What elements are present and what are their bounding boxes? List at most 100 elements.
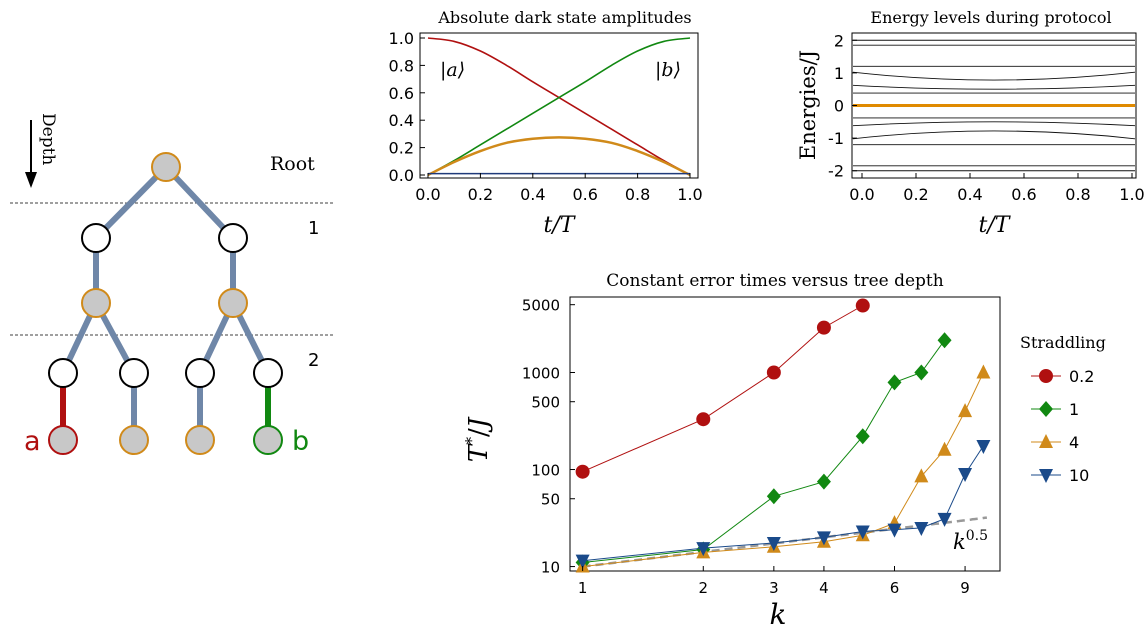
reference-label-exponent: 0.5 [966,528,988,544]
x-tick-label: 1.0 [1119,185,1144,204]
energy-y-label: Energies/J [796,50,820,160]
triangle-up-marker [976,364,991,379]
energy-level-line [852,130,1136,140]
x-tick-label: 0.2 [903,185,928,204]
tree-node [218,223,248,253]
energy-level-line [852,121,1136,127]
legend-label: 0.2 [1069,367,1094,386]
x-tick-label: 0.6 [572,185,597,204]
x-tick-label: 0.4 [957,185,982,204]
series-line [582,445,984,562]
y-tick-label: -2 [828,162,844,181]
time-chart: Constant error times versus tree depth 1… [462,271,1106,630]
amplitude-series-line [427,37,691,176]
root-node [151,152,181,182]
x-tick-label: 9 [960,579,970,597]
x-tick-label: 0.0 [415,185,440,204]
triangle-up-marker [958,403,973,418]
y-tick-label: 2 [834,31,844,50]
y-tick-label: 1 [834,64,844,83]
diamond-marker [1039,401,1053,417]
tree-node [253,358,283,388]
y-tick-label: 50 [541,491,560,509]
x-tick-label: 0.2 [468,185,493,204]
level-1-label: 1 [308,218,319,239]
leaf-b-label: b [292,426,309,457]
tree-node [81,288,111,318]
legend-item: 1 [1031,400,1079,419]
y-tick-label: 5000 [522,297,560,315]
y-tick-label: 0.6 [389,84,414,103]
energy-level-line [852,71,1136,81]
energy-chart: Energy levels during protocol 0.0 0.2 0.4 0… [796,8,1145,238]
triangle-down-marker [766,536,781,551]
y-tick-label: 0.0 [389,166,414,185]
ket-b-annotation: |b⟩ [655,59,681,81]
legend-item: 4 [1031,433,1079,452]
triangle-down-marker [816,531,831,546]
diamond-marker [887,374,902,391]
circle-marker [1039,369,1053,383]
y-tick-label: 1000 [522,365,560,383]
triangle-down-marker [937,512,952,527]
amplitude-frame [419,32,699,179]
tree-diagram: Depth Root 1 2 [10,113,335,457]
leaf-node-b [253,425,283,455]
y-tick-label: 0.8 [389,56,414,75]
reference-label: k0.5 [953,528,988,554]
triangle-down-marker [1039,469,1053,483]
x-tick-label: 2 [699,579,709,597]
energy-level-lines [852,39,1136,172]
time-title: Constant error times versus tree depth [606,271,943,291]
level-2-label: 2 [308,350,319,371]
leaf-node-a [48,425,78,455]
y-tick-label: 0 [834,97,844,116]
y-tick-label: 10 [541,559,560,577]
y-tick-label: 500 [531,394,560,412]
tree-node [48,358,78,388]
x-tick-label: 0.4 [520,185,545,204]
leaf-a-label: a [24,426,41,457]
y-tick-label: -1 [828,129,844,148]
x-tick-label: 0.0 [849,185,874,204]
amplitude-series-line [427,37,691,176]
x-tick-label: 0.8 [625,185,650,204]
series-line [582,372,984,568]
time-series [575,298,991,573]
time-frame [569,296,1001,572]
tree-node [185,358,215,388]
x-tick-label: 0.8 [1065,185,1090,204]
diamond-marker [937,332,952,349]
x-tick-label: 4 [819,579,829,597]
triangle-down-marker [575,554,590,569]
x-tick-label: 1 [578,579,588,597]
x-tick-label: 6 [890,579,900,597]
x-tick-label: 0.6 [1011,185,1036,204]
triangle-down-marker [914,521,929,536]
legend-item: 0.2 [1031,367,1094,386]
amplitude-title: Absolute dark state amplitudes [437,8,691,27]
legend-label: 10 [1069,466,1089,485]
series-4 [575,364,991,573]
triangle-up-marker [1039,434,1053,448]
time-y-label: T*/J [462,416,494,462]
depth-label: Depth [38,113,58,165]
diamond-marker [766,488,781,505]
legend-item: 10 [1031,466,1089,485]
ket-a-annotation: |a⟩ [440,59,465,81]
energy-x-label: t/T [979,213,1012,238]
tree-node [81,223,111,253]
triangle-down-marker [855,525,870,540]
diamond-marker [816,473,831,490]
energy-level-line [852,84,1136,90]
triangle-up-marker [937,441,952,456]
triangle-down-marker [958,467,973,482]
legend-label: 1 [1069,400,1079,419]
circle-marker [855,298,870,313]
circle-marker [575,464,590,479]
circle-marker [816,320,831,335]
x-tick-label: 1.0 [677,185,702,204]
time-x-label: k [770,598,787,630]
y-tick-label: 1.0 [389,29,414,48]
series-0.2 [575,298,870,479]
